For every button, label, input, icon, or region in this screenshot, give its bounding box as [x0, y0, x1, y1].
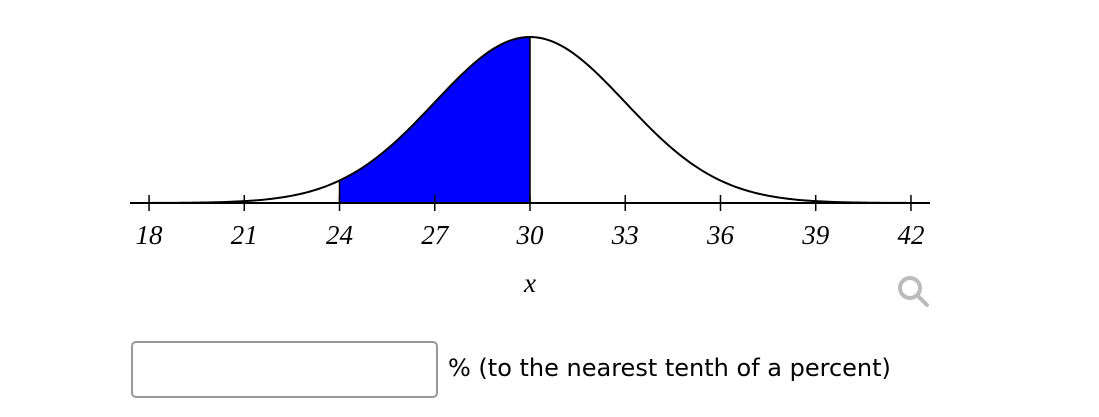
- x-tick-label: 18: [136, 220, 164, 250]
- answer-suffix: % (to the nearest tenth of a percent): [448, 354, 891, 382]
- x-tick-label: 39: [801, 220, 830, 250]
- x-axis-label: x: [523, 268, 536, 298]
- zoom-icon[interactable]: [898, 276, 929, 307]
- x-tick-label: 36: [706, 220, 735, 250]
- x-tick-label: 42: [897, 220, 924, 250]
- x-tick-label: 27: [421, 220, 450, 250]
- answer-input[interactable]: [131, 341, 438, 398]
- x-tick-label: 24: [326, 220, 353, 250]
- chart: 18 21 24 27 30 33 36 39 42 x: [129, 35, 931, 307]
- x-tick-label: 33: [611, 220, 639, 250]
- x-tick-label: 21: [231, 220, 258, 250]
- shaded-area: [338, 36, 531, 204]
- x-tick-label: 30: [516, 220, 545, 250]
- density-curve: [129, 35, 931, 204]
